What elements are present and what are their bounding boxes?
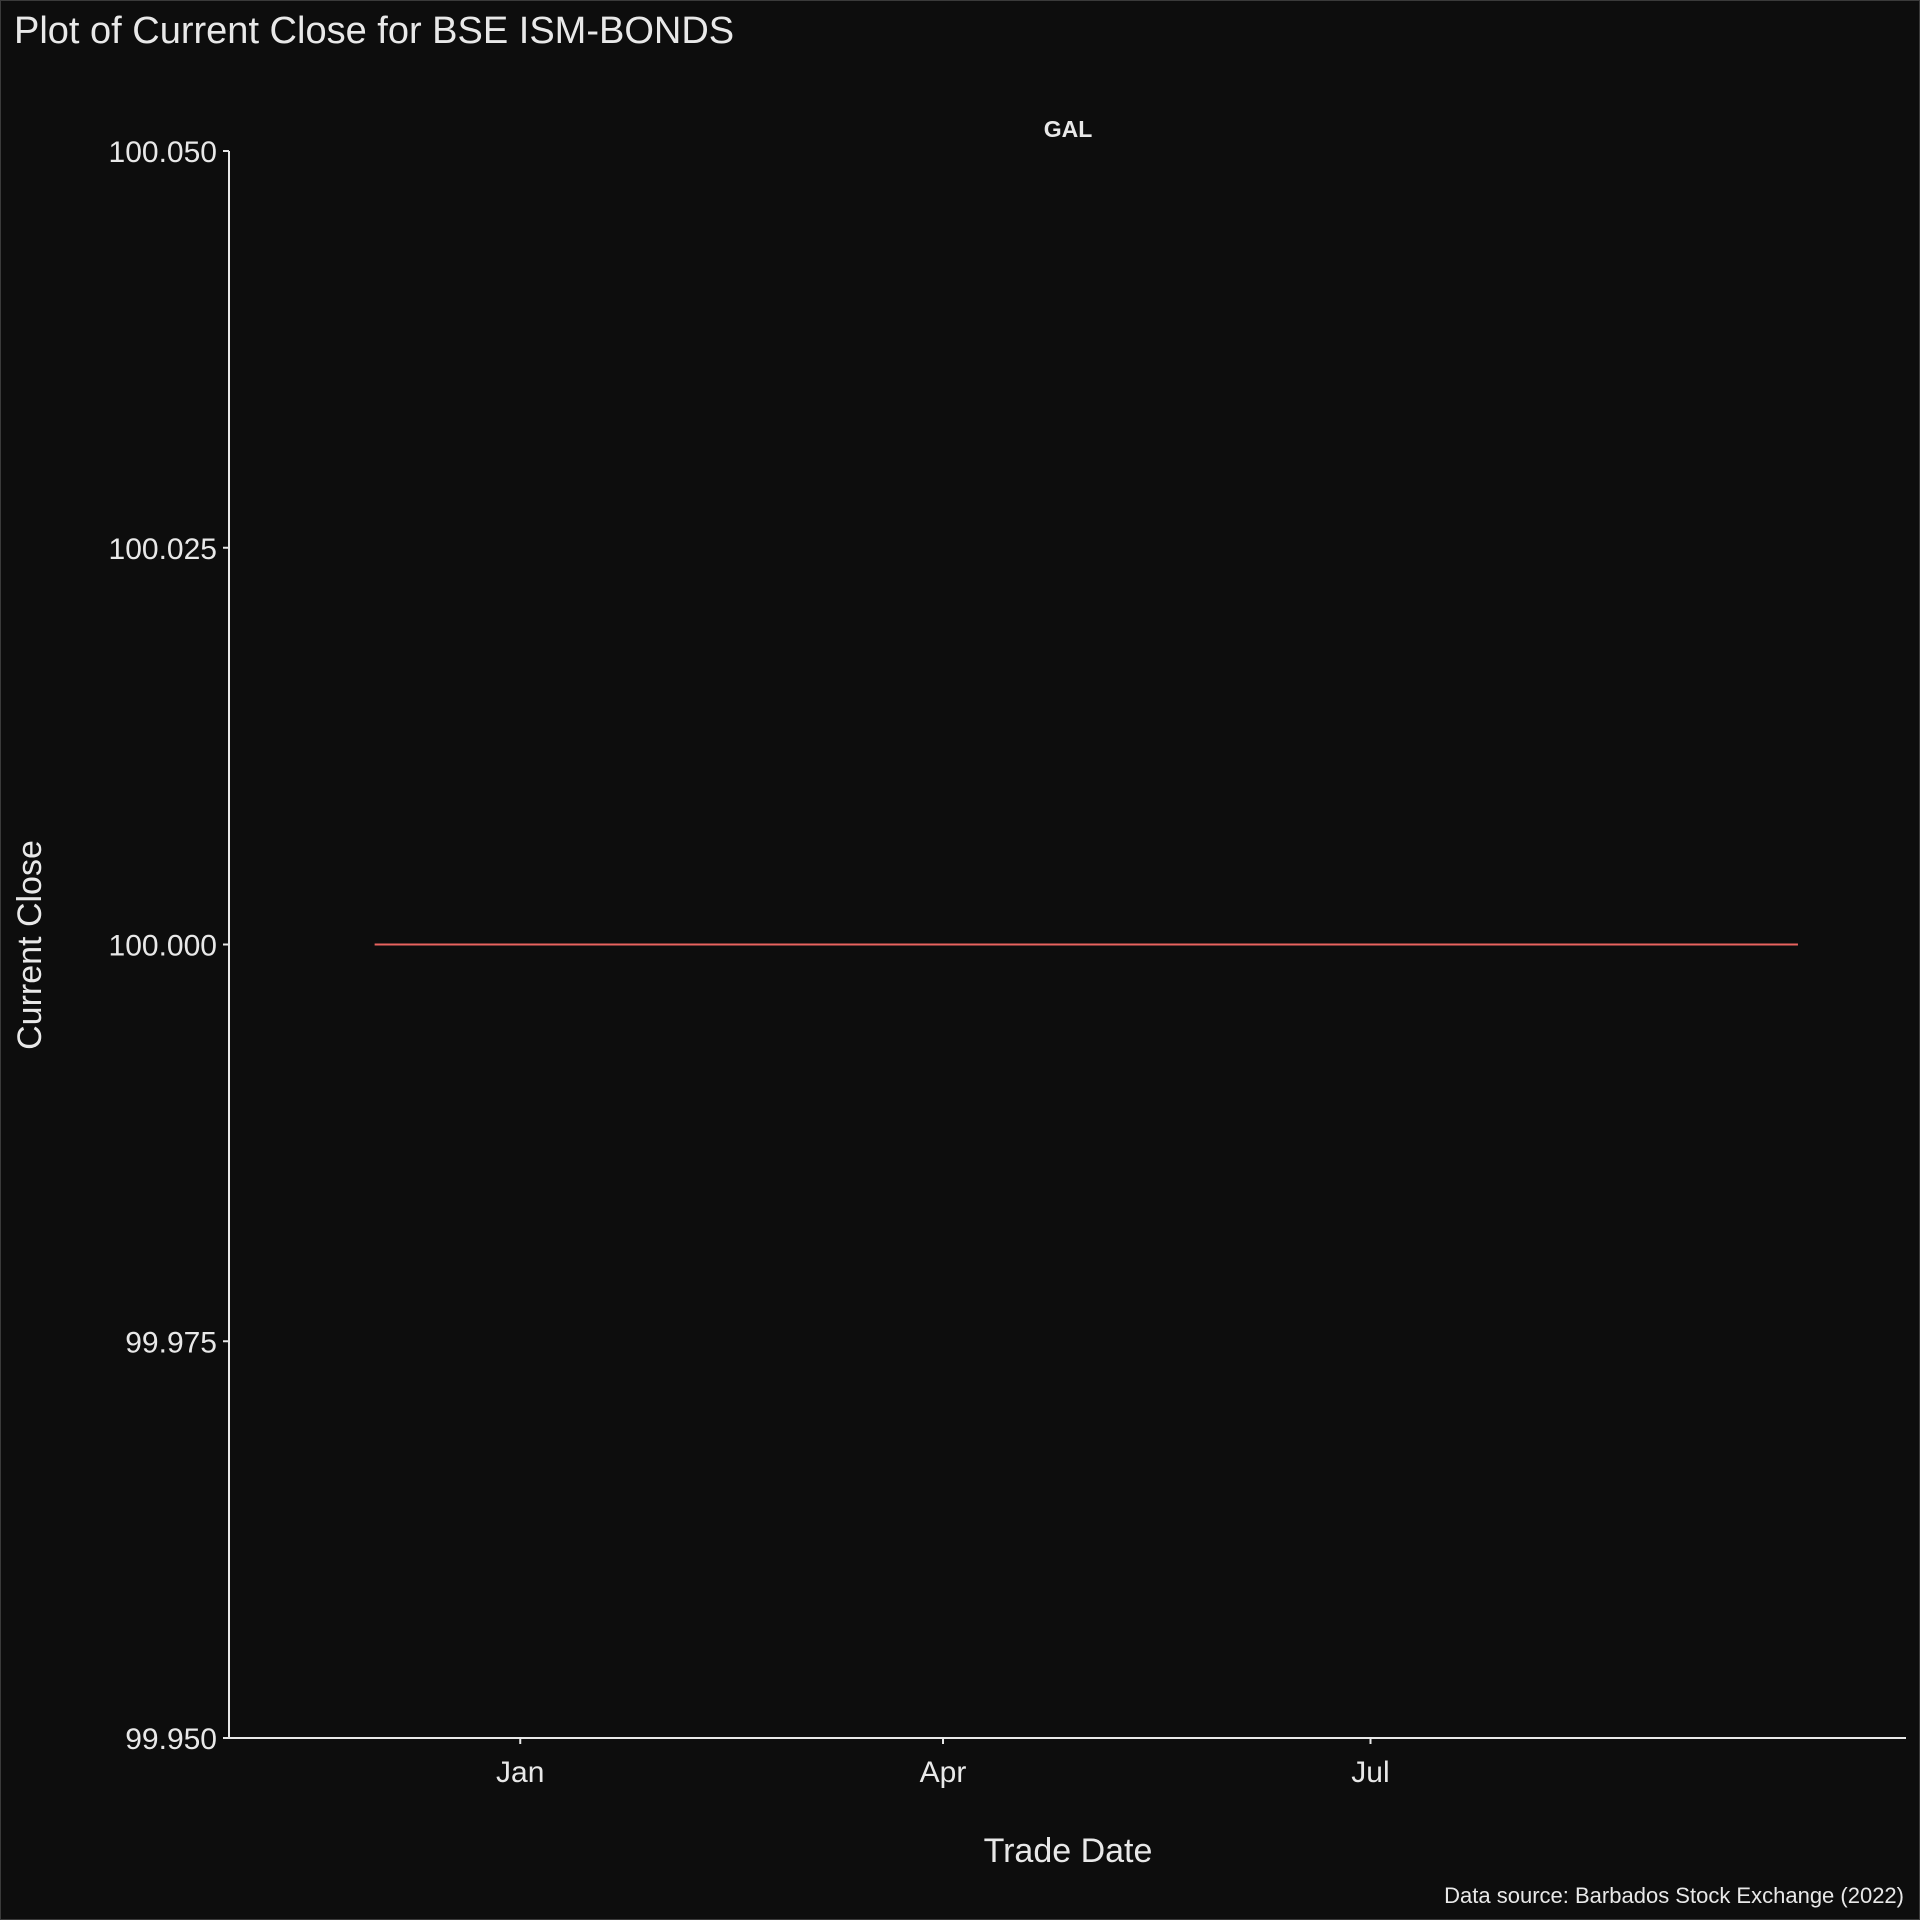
- y-tick-label: 99.950: [125, 1723, 217, 1756]
- x-tick-label: Apr: [920, 1756, 967, 1789]
- y-axis-title: Current Close: [11, 840, 49, 1050]
- panel-strip-label: GAL: [1044, 116, 1093, 142]
- y-tick-label: 100.000: [109, 930, 217, 963]
- chart-title: Plot of Current Close for BSE ISM-BONDS: [14, 10, 734, 52]
- x-tick-label: Jul: [1351, 1756, 1389, 1789]
- x-tick-label: Jan: [496, 1756, 544, 1789]
- caption: Data source: Barbados Stock Exchange (20…: [1444, 1883, 1904, 1908]
- y-axis-ticks: 99.950 99.975 100.000 100.025 100.050: [109, 136, 229, 1756]
- y-tick-label: 100.050: [109, 136, 217, 169]
- y-tick-label: 100.025: [109, 533, 217, 566]
- x-axis-ticks: Jan Apr Jul: [496, 1738, 1390, 1789]
- x-axis-title: Trade Date: [984, 1832, 1153, 1870]
- y-tick-label: 99.975: [125, 1326, 217, 1359]
